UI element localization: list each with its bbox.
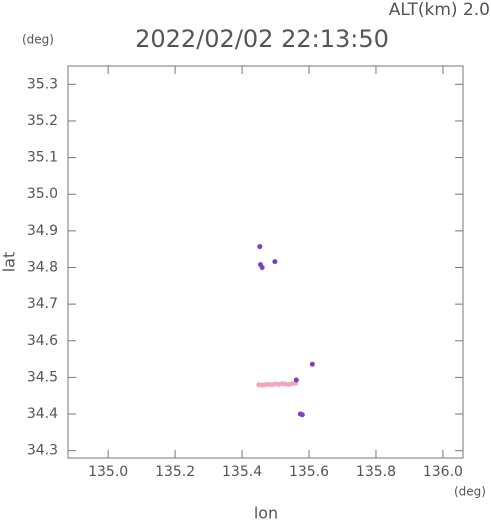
- y-tick-label: 34.3: [27, 443, 58, 459]
- y-tick-label: 34.4: [27, 406, 58, 422]
- x-tick-label: 135.4: [222, 464, 262, 480]
- y-tick-label: 34.5: [27, 369, 58, 385]
- x-tick-label: 136.0: [423, 464, 463, 480]
- y-tick-label: 35.1: [27, 150, 58, 166]
- altitude-label: ALT(km) 2.0: [389, 0, 490, 20]
- x-tick-label: 135.6: [289, 464, 329, 480]
- plot-frame: [67, 65, 464, 459]
- x-tick-label: 135.8: [356, 464, 396, 480]
- y-tick-label: 34.9: [27, 223, 58, 239]
- y-tick-label: 35.2: [27, 113, 58, 129]
- chart-title: 2022/02/02 22:13:50: [135, 25, 389, 53]
- data-point: [257, 244, 263, 250]
- y-tick-label: 35.3: [27, 76, 58, 92]
- x-tick-label: 135.0: [88, 464, 128, 480]
- data-point: [299, 412, 305, 418]
- y-tick-label: 34.8: [27, 259, 58, 275]
- data-point: [259, 264, 265, 270]
- data-point: [293, 377, 299, 383]
- x-tick-label: 135.2: [155, 464, 195, 480]
- y-tick-label: 34.6: [27, 333, 58, 349]
- data-point: [309, 361, 315, 367]
- y-axis-label: lat: [0, 252, 19, 273]
- x-axis-label: lon: [254, 504, 278, 522]
- x-unit: (deg): [454, 485, 486, 499]
- y-unit: (deg): [22, 33, 54, 47]
- y-tick-label: 35.0: [27, 186, 58, 202]
- data-point: [272, 259, 278, 265]
- y-tick-label: 34.7: [27, 296, 58, 312]
